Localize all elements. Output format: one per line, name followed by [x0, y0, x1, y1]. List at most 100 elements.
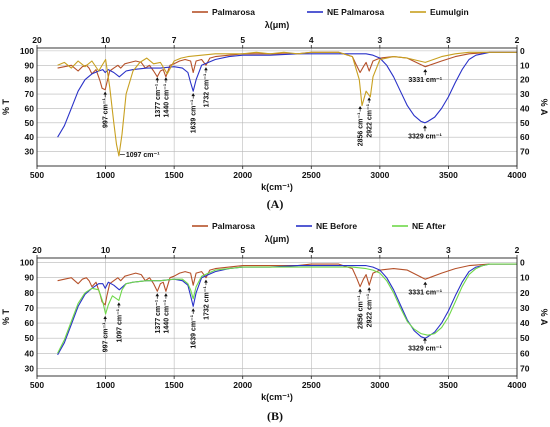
annotation-arrowhead: [422, 337, 427, 341]
annotation-label: 1639 cm⁻¹: [191, 314, 198, 348]
x-tick-label: 1000: [96, 170, 115, 180]
plot-frame: [36, 257, 518, 377]
x-tick-label: 2000: [233, 380, 252, 390]
y-tick-label-left: 90: [25, 273, 35, 283]
y-axis-label-right: % A: [539, 99, 549, 116]
y-tick-label-left: 60: [25, 318, 35, 328]
annotation-arrowhead: [204, 67, 208, 71]
annotation-label: 1639 cm⁻¹: [191, 99, 198, 133]
x-tick-label: 2000: [233, 170, 252, 180]
annotation-arrowhead: [367, 287, 371, 291]
annotation-label: 2856 cm⁻¹: [358, 295, 365, 329]
annotation-label: 3329 cm⁻¹: [408, 346, 442, 353]
annotation-label: 997 cm⁻¹: [103, 322, 110, 352]
y-axis-label-left: % T: [1, 309, 11, 326]
panel-label: (A): [267, 197, 284, 211]
annotation-label: 997 cm⁻¹: [103, 98, 110, 128]
y-tick-label-left: 30: [25, 147, 35, 157]
legend-label: Eumulgin: [430, 7, 469, 17]
annotation-arrowhead: [155, 77, 160, 81]
x-tick-label: 3500: [439, 380, 458, 390]
y-tick-label-left: 40: [25, 132, 35, 142]
y-axis-label-left: % T: [1, 99, 11, 116]
annotation-arrowhead: [423, 281, 428, 285]
x-tick-label: 1500: [165, 380, 184, 390]
y-tick-label-right: 60: [520, 132, 530, 142]
annotation-arrowhead: [358, 106, 362, 110]
y-tick-label-left: 70: [25, 89, 35, 99]
top-tick-label: 3: [446, 245, 451, 255]
y-tick-label-right: 50: [520, 118, 530, 128]
y-tick-label-right: 70: [520, 363, 530, 373]
annotation-arrowhead: [358, 288, 362, 292]
annotation-label: 1097 cm⁻¹: [126, 152, 160, 159]
annotation-arrowhead: [367, 97, 371, 101]
y-tick-label-left: 100: [20, 46, 34, 56]
y-tick-label-right: 40: [520, 318, 530, 328]
annotation-arrowhead: [117, 302, 121, 306]
y-tick-label-right: 20: [520, 75, 530, 85]
legend-label: Palmarosa: [212, 221, 255, 231]
y-tick-label-right: 60: [520, 348, 530, 358]
x-tick-label: 2500: [302, 170, 321, 180]
x-tick-label: 2500: [302, 380, 321, 390]
series-line-ne-after: [57, 263, 517, 354]
y-tick-label-left: 100: [20, 258, 34, 268]
top-tick-label: 10: [101, 35, 111, 45]
annotation-label: 2922 cm⁻¹: [367, 103, 374, 137]
annotation-arrowhead: [103, 91, 107, 95]
y-tick-label-right: 10: [520, 273, 530, 283]
y-tick-label-right: 30: [520, 89, 530, 99]
y-tick-label-left: 70: [25, 303, 35, 313]
annotation-arrowhead: [423, 69, 428, 73]
y-tick-label-right: 10: [520, 60, 530, 70]
top-tick-label: 20: [32, 35, 42, 45]
panel-label: (B): [267, 409, 283, 423]
legend-label: NE Palmarosa: [327, 7, 384, 17]
y-tick-label-left: 90: [25, 60, 35, 70]
top-tick-label: 7: [172, 245, 177, 255]
annotation-label: 1440 cm⁻¹: [163, 299, 170, 333]
top-tick-label: 2: [515, 35, 520, 45]
legend-label: NE After: [412, 221, 446, 231]
annotation-arrowhead: [422, 125, 427, 129]
annotation-label: 3331 cm⁻¹: [408, 290, 442, 297]
annotation-label: 1097 cm⁻¹: [116, 308, 123, 342]
y-tick-label-left: 80: [25, 75, 35, 85]
annotation-label: 2856 cm⁻¹: [358, 112, 365, 146]
y-tick-label-right: 0: [520, 46, 525, 56]
y-tick-label-right: 50: [520, 333, 530, 343]
x-tick-label: 3500: [439, 170, 458, 180]
annotation-label: 1377 cm⁻¹: [155, 83, 162, 117]
top-axis-label: λ(μm): [265, 234, 290, 244]
x-tick-label: 1000: [96, 380, 115, 390]
y-tick-label-left: 40: [25, 348, 35, 358]
top-tick-label: 3: [446, 35, 451, 45]
y-tick-label-right: 40: [520, 103, 530, 113]
annotation-arrowhead: [164, 293, 168, 297]
top-tick-label: 3: [377, 35, 382, 45]
y-axis-label-right: % A: [539, 309, 549, 326]
annotation-label: 1732 cm⁻¹: [203, 286, 210, 320]
annotation-label: 3329 cm⁻¹: [408, 133, 442, 140]
annotation-label: 1440 cm⁻¹: [163, 83, 170, 117]
annotation-label: 1377 cm⁻¹: [155, 299, 162, 333]
plot-frame: [36, 47, 518, 167]
annotation-label: 2922 cm⁻¹: [367, 293, 374, 327]
y-tick-label-left: 50: [25, 333, 35, 343]
annotation-arrowhead: [155, 293, 160, 297]
top-tick-label: 10: [101, 245, 111, 255]
annotation-label: 3331 cm⁻¹: [408, 77, 442, 84]
series-line-palmarosa: [57, 263, 517, 306]
annotation-label: 1732 cm⁻¹: [203, 73, 210, 107]
y-tick-label-left: 50: [25, 118, 35, 128]
top-tick-label: 4: [309, 245, 314, 255]
y-tick-label-right: 70: [520, 147, 530, 157]
y-tick-label-right: 0: [520, 258, 525, 268]
y-tick-label-left: 80: [25, 288, 35, 298]
legend-label: Palmarosa: [212, 7, 255, 17]
annotation-arrowhead: [191, 93, 196, 97]
top-tick-label: 4: [309, 35, 314, 45]
